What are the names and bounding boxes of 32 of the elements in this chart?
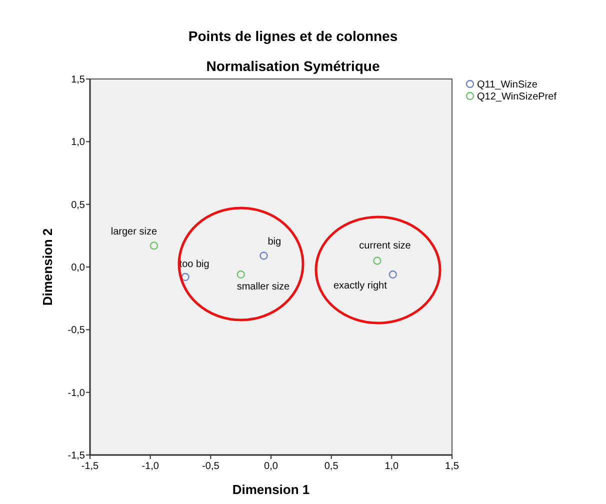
annotation: larger size — [110, 226, 158, 238]
legend-label: Q12_WinSizePref — [477, 92, 557, 102]
point — [388, 270, 397, 279]
x-tick-label: -1,0 — [142, 461, 160, 472]
annotation: exactly right — [334, 280, 388, 292]
point — [150, 242, 158, 250]
y-tick-label: -1,0 — [68, 388, 86, 399]
x-tick-label: 0,5 — [324, 461, 339, 472]
x-axis-title: Dimension 1 — [232, 482, 310, 497]
y-tick-label: -0,5 — [68, 325, 86, 336]
x-tick-label: 1,0 — [384, 461, 400, 472]
annotation: big — [268, 236, 282, 248]
legend-label: Q11_WinSize — [477, 80, 538, 90]
point — [181, 272, 190, 282]
y-tick-label: -1,5 — [68, 450, 86, 462]
x-tick-label: -1,5 — [81, 461, 100, 472]
x-tick-label: 1,5 — [445, 461, 460, 472]
x-tick-label: -0,5 — [202, 461, 220, 472]
annotation: smaller size — [236, 282, 290, 293]
point — [236, 270, 245, 279]
annotation: too big — [179, 259, 210, 270]
y-tick-label: 1,0 — [71, 137, 86, 148]
point — [260, 252, 268, 260]
y-axis-title: Dimension 2 — [40, 228, 55, 306]
point — [373, 256, 382, 265]
y-tick-label: 0,5 — [71, 200, 86, 211]
chart-title: Points de lignes et de colonnes — [188, 28, 398, 44]
chart-subtitle: Normalisation Symétrique — [206, 58, 380, 74]
y-tick-label: 0,0 — [71, 262, 86, 274]
annotation: current size — [359, 240, 412, 252]
x-tick-label: 0,0 — [264, 461, 278, 472]
y-tick-label: 1,5 — [71, 74, 86, 86]
